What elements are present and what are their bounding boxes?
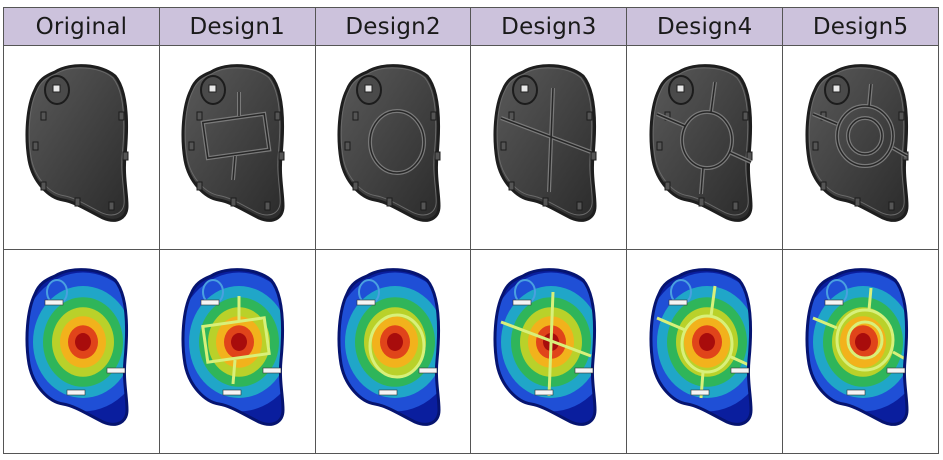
rib-circle	[846, 117, 883, 156]
probe-tag	[200, 299, 220, 306]
stress-contour-image	[337, 268, 441, 427]
rib-line	[500, 117, 592, 153]
probe-tag	[824, 299, 843, 306]
probe-tag	[668, 299, 688, 306]
header-original: Original	[3, 6, 160, 47]
header-design3: Design3	[470, 6, 628, 47]
probe-tag	[222, 389, 242, 396]
probe-tag	[730, 367, 750, 374]
probe-tag	[107, 367, 126, 374]
part-body	[649, 64, 753, 223]
probe-tag	[886, 367, 905, 374]
probe-tag	[690, 389, 710, 396]
probe-tag	[356, 299, 376, 306]
header-design5: Design5	[782, 6, 939, 47]
rib-circle	[835, 308, 895, 372]
part-body	[181, 64, 285, 223]
rib-rect	[201, 316, 272, 365]
part-model-image	[493, 64, 597, 223]
part-body	[493, 64, 597, 223]
probe-tag	[67, 389, 86, 396]
model-cell-design3	[470, 45, 628, 250]
rib-circle	[846, 320, 884, 360]
rib-line	[500, 320, 592, 358]
rib-line	[232, 156, 236, 181]
rib-line	[892, 147, 907, 157]
rib-circle	[369, 110, 425, 175]
rib-circle	[368, 313, 426, 379]
sim-cell-design2	[314, 248, 472, 455]
part-body	[25, 64, 129, 223]
model-cell-design4	[626, 45, 784, 250]
sim-cell-design3	[470, 248, 628, 455]
rib-line	[709, 82, 716, 113]
stress-contour-image	[181, 268, 285, 427]
rib-line	[867, 84, 872, 107]
contour-band	[387, 333, 404, 352]
rib-line	[811, 316, 838, 330]
probe-tag	[846, 389, 865, 396]
rib-line	[656, 316, 686, 332]
stress-contour-image	[649, 268, 753, 427]
probe-tag	[378, 389, 398, 396]
rib-circle	[680, 111, 733, 170]
contour-band	[231, 333, 248, 352]
part-model-image	[649, 64, 753, 223]
probe-tag	[45, 299, 64, 306]
rib-line	[812, 113, 837, 125]
stress-contour-image	[805, 268, 909, 427]
sim-cell-design4	[626, 248, 784, 455]
rib-line	[867, 288, 873, 311]
part-model-image	[25, 64, 129, 223]
header-row: Original Design1 Design2 Design3 Design4…	[3, 6, 939, 47]
header-design1: Design1	[158, 6, 316, 47]
model-cell-original	[3, 45, 160, 250]
rib-line	[547, 292, 555, 397]
part-body	[805, 64, 909, 223]
rib-line	[231, 360, 237, 385]
model-cell-design1	[158, 45, 316, 250]
sim-cell-design1	[158, 248, 316, 455]
rib-rect	[202, 113, 271, 160]
stress-contour-image	[493, 268, 597, 427]
model-row	[3, 45, 939, 250]
sim-cell-original	[3, 248, 160, 455]
stress-contour-image	[25, 268, 129, 427]
part-body	[337, 64, 441, 223]
probe-tag	[534, 389, 554, 396]
part-model-image	[805, 64, 909, 223]
model-cell-design5	[782, 45, 939, 250]
part-model-image	[337, 64, 441, 223]
probe-tag	[512, 299, 532, 306]
contour-band	[75, 333, 92, 352]
sim-cell-design5	[782, 248, 939, 455]
model-cell-design2	[314, 45, 472, 250]
probe-tag	[262, 367, 282, 374]
design-comparison-table: Original Design1 Design2 Design3 Design4…	[3, 6, 939, 455]
simulation-row	[3, 248, 939, 455]
part-model-image	[181, 64, 285, 223]
contour-band	[854, 333, 871, 352]
rib-line	[548, 88, 554, 193]
rib-line	[709, 286, 717, 317]
header-design4: Design4	[626, 6, 784, 47]
rib-line	[699, 168, 704, 195]
probe-tag	[574, 367, 594, 374]
rib-line	[728, 151, 752, 163]
rib-circle	[680, 314, 734, 374]
contour-band	[698, 333, 715, 352]
header-design2: Design2	[314, 6, 472, 47]
probe-tag	[418, 367, 438, 374]
rib-circle	[835, 105, 894, 168]
rib-line	[656, 113, 686, 127]
